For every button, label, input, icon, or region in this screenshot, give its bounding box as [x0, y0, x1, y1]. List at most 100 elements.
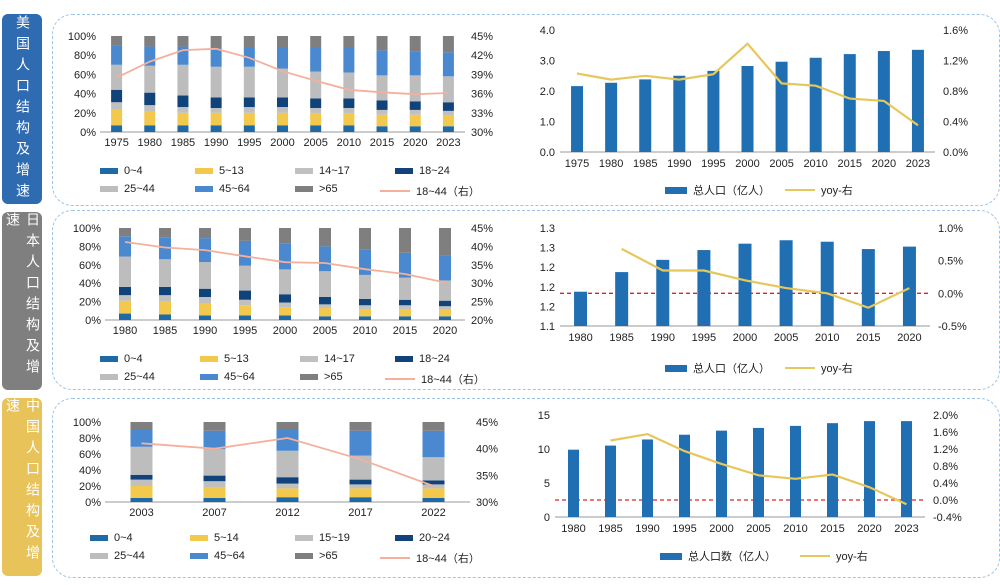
bar-segment — [319, 297, 331, 305]
x-tick-label: 2015 — [820, 523, 844, 535]
x-tick-label: 1980 — [599, 158, 623, 170]
legend-item: 14~17 — [300, 353, 355, 365]
bar-segment — [343, 47, 355, 73]
x-tick-label: 2005 — [769, 158, 793, 170]
y-tick-label: 80% — [79, 433, 101, 445]
bar — [605, 445, 616, 517]
x-tick-label: 2012 — [275, 507, 299, 519]
china-structure-chart: 0% 20% 40% 60% 80% 100% 30% 35% 40% 45% 2003 2007 20… — [73, 417, 498, 519]
japan-structure-chart: 0% 20% 40% 60% 80% 100% 20% 25% 30% 35% 40% 45% 1980… — [73, 223, 493, 337]
bar-segment — [439, 309, 451, 317]
bar — [716, 430, 727, 517]
legend-item: 0~4 — [90, 532, 133, 544]
bar-segment — [422, 422, 445, 431]
bar-segment — [239, 305, 251, 316]
x-tick-label: 2010 — [815, 332, 839, 344]
y2-tick-label: 45% — [476, 417, 498, 429]
x-tick-label: 2000 — [735, 158, 759, 170]
bar-segment — [276, 450, 299, 478]
bar-segment — [359, 305, 371, 309]
bar-segment — [277, 68, 288, 98]
bar — [753, 427, 764, 517]
bar-segment — [177, 95, 189, 108]
bar-segment — [111, 125, 123, 132]
y2-tick-label: 35% — [476, 470, 498, 482]
x-tick-label: 2022 — [421, 507, 445, 519]
bar-segment — [279, 302, 291, 308]
bar — [861, 249, 875, 326]
y-tick-label: 1.2 — [540, 301, 555, 313]
legend-item: 5~13 — [200, 353, 249, 365]
bar-segment — [159, 314, 171, 320]
us-population-chart: 0.0 1.0 2.0 3.0 4.0 0.0% 0.4% 0.8% 1.2% 1.6% 1975 1… — [540, 25, 969, 170]
bar-segment — [343, 36, 355, 48]
x-tick-label: 2007 — [202, 507, 226, 519]
legend-item: 15~19 — [295, 532, 350, 544]
bar-segment — [119, 228, 131, 237]
bar-segment — [243, 97, 255, 108]
bar-segment — [199, 297, 211, 304]
y2-tick-label: 40% — [476, 444, 498, 456]
bar-segment — [276, 430, 299, 451]
x-tick-label: 1980 — [561, 523, 585, 535]
y-tick-label: 5 — [544, 478, 550, 490]
bar-segment — [442, 76, 454, 103]
y2-tick-label: 45% — [471, 223, 493, 235]
bar-segment — [399, 228, 411, 253]
bar-segment — [409, 126, 421, 132]
legend-item: yoy-右 — [800, 548, 868, 564]
y2-tick-label: 1.2% — [933, 444, 958, 456]
bar — [605, 82, 618, 152]
bar-segment — [310, 98, 322, 108]
x-tick-label: 1995 — [237, 137, 261, 149]
x-tick-label: 1985 — [153, 325, 177, 337]
y-tick-label: 4.0 — [540, 25, 555, 37]
x-tick-label: 2017 — [348, 507, 372, 519]
legend-item: yoy-右 — [785, 360, 853, 376]
x-tick-label: 2003 — [129, 507, 153, 519]
bar-segment — [239, 290, 251, 300]
bar-segment — [130, 422, 153, 430]
bar-segment — [130, 479, 153, 486]
legend-item: >65 — [295, 550, 338, 562]
bar-segment — [319, 228, 331, 247]
x-tick-label: 2015 — [393, 325, 417, 337]
bar-segment — [130, 486, 153, 498]
section-label-text: 日本人口结构及增速 — [4, 212, 40, 380]
bar-segment — [277, 112, 288, 126]
bar — [790, 425, 801, 517]
bar-segment — [439, 316, 451, 320]
bar-segment — [159, 228, 171, 238]
section-label-us: 美国人口结构及增速 — [2, 14, 42, 204]
bar-segment — [439, 280, 451, 301]
bar-segment — [130, 430, 153, 447]
x-tick-label: 1985 — [609, 332, 633, 344]
y-tick-label: 3.0 — [540, 56, 555, 68]
x-tick-label: 2015 — [856, 332, 880, 344]
y2-tick-label: 1.2% — [943, 56, 968, 68]
bar-segment — [277, 125, 288, 132]
bar-segment — [111, 89, 123, 103]
bar-segment — [442, 102, 454, 111]
china-population-chart: 0 5 10 15 -0.4% 0.0% 0.4% 0.8% 1.2% 1.6% 2.0% 1980 1… — [538, 410, 962, 535]
bar — [673, 75, 686, 152]
bar-segment — [130, 474, 153, 480]
legend-item: yoy-右 — [785, 182, 853, 198]
bar-segment — [376, 114, 388, 127]
bar-segment — [349, 484, 372, 489]
bar-segment — [310, 47, 322, 72]
y2-tick-label: 0.8% — [943, 86, 968, 98]
bar-segment — [210, 112, 222, 126]
legend-item: 5~13 — [195, 165, 244, 177]
legend-item: 45~64 — [195, 183, 250, 195]
y-tick-label: 0 — [544, 512, 550, 524]
x-tick-label: 2020 — [872, 158, 896, 170]
y2-tick-label: 45% — [471, 31, 493, 43]
x-tick-label: 1990 — [193, 325, 217, 337]
bar-segment — [343, 98, 355, 108]
y2-tick-label: 20% — [471, 315, 493, 327]
y-tick-label: 80% — [79, 241, 101, 253]
bar-segment — [409, 75, 421, 102]
x-tick-label: 2023 — [436, 137, 460, 149]
bar — [571, 86, 584, 152]
